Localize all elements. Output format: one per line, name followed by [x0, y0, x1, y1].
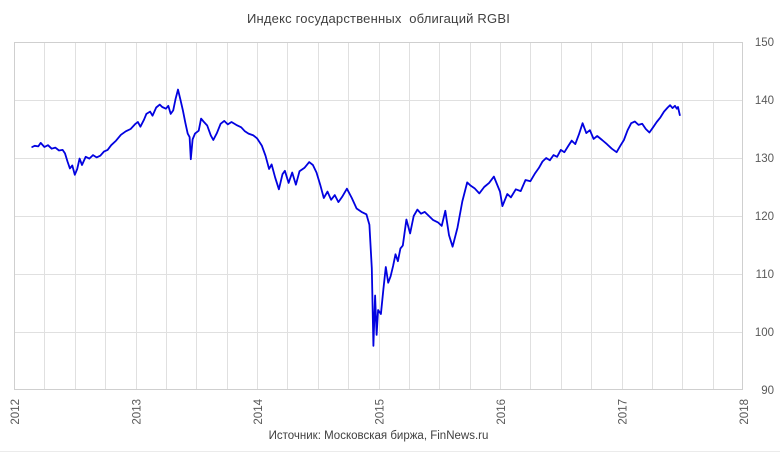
- y-axis-label: 100: [755, 327, 774, 339]
- y-axis-label: 110: [756, 269, 774, 281]
- x-axis-label: 2017: [618, 399, 630, 425]
- y-axis-label: 140: [755, 95, 774, 107]
- x-axis-label: 2015: [375, 399, 387, 425]
- y-axis-label: 150: [755, 37, 774, 49]
- source-caption: Источник: Московская биржа, FinNews.ru: [268, 430, 489, 442]
- x-axis-label: 2018: [739, 399, 751, 425]
- x-axis-label: 2012: [10, 399, 22, 425]
- window-bottom-edge: [0, 451, 780, 452]
- plot-area-border: [14, 42, 743, 390]
- y-axis-label: 130: [755, 153, 774, 165]
- y-axis-label: 90: [761, 385, 774, 397]
- rgbi-index-line: [31, 88, 681, 347]
- x-axis-label: 2016: [496, 399, 508, 425]
- x-axis-label: 2013: [132, 399, 144, 425]
- x-axis-label: 2014: [253, 398, 265, 424]
- chart-title: Индекс государственных облигаций RGBI: [246, 11, 511, 26]
- y-axis-label: 120: [755, 211, 774, 223]
